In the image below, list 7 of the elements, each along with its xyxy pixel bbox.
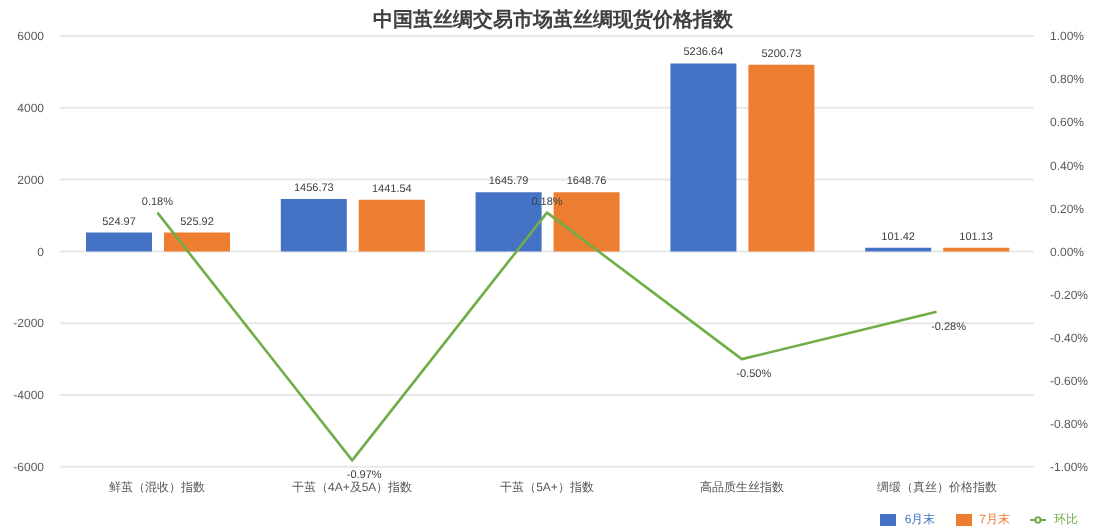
chart-title: 中国茧丝绸交易市场茧丝绸现货价格指数 (371, 6, 735, 34)
bar (748, 64, 815, 252)
bar (164, 232, 230, 252)
bar (670, 63, 737, 252)
bar (280, 199, 347, 252)
bar (86, 232, 152, 252)
bar (358, 199, 425, 252)
